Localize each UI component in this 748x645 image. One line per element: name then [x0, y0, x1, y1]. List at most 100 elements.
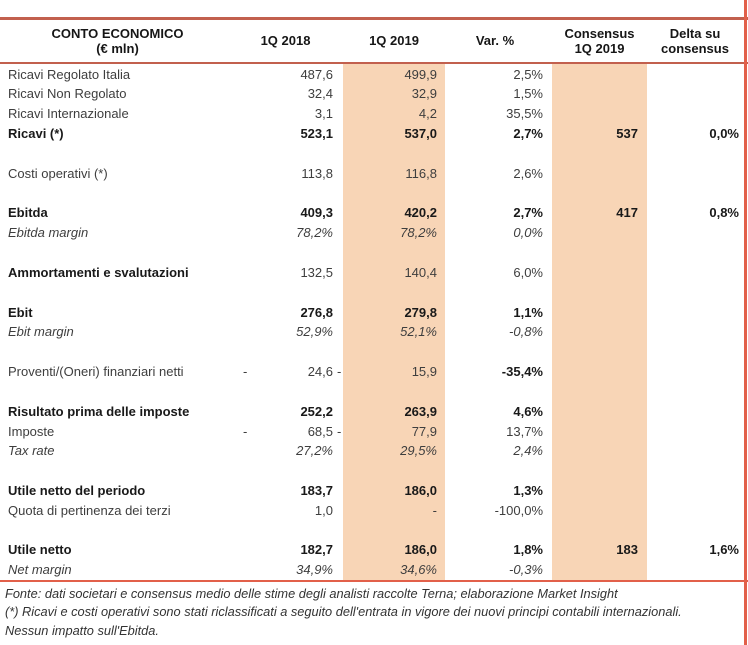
- cell-1q2018: 34,9%: [296, 562, 333, 578]
- cell-delta: 0,0%: [709, 126, 739, 142]
- cell-consensus: [552, 421, 647, 441]
- cell-1q2019: 420,2: [343, 202, 445, 223]
- table-row: [0, 460, 743, 481]
- cell-1q2019: 78,2%: [343, 222, 445, 243]
- cell-consensus: [552, 341, 647, 362]
- cell-label: Ebitda margin: [8, 225, 89, 241]
- cell-consensus: [552, 282, 647, 303]
- cell-consensus: [552, 143, 647, 164]
- cell-label: Utile netto: [8, 542, 72, 558]
- cell-consensus: [552, 163, 647, 184]
- table-row: Tax rate 27,2% 29,5% 2,4%: [0, 440, 743, 461]
- cell-label: Ricavi Non Regolato: [8, 86, 127, 102]
- cell-1q2019: 32,9: [343, 84, 445, 104]
- cell-1q2018: 409,3: [300, 205, 333, 221]
- cell-label: Ebit: [8, 304, 33, 320]
- cell-var: 13,7%: [506, 423, 543, 439]
- cell-var: -0,8%: [509, 324, 543, 340]
- table-row: Ebit margin 52,9% 52,1% -0,8%: [0, 321, 743, 342]
- cell-consensus: 537: [552, 123, 647, 144]
- cell-var: -100,0%: [494, 502, 543, 518]
- table-row: Costi operativi (*) 113,8 116,8 2,6%: [0, 163, 743, 184]
- column-header-delta: Delta su consensus: [661, 25, 729, 56]
- cell-1q2019: [343, 183, 445, 203]
- cell-var: -0,3%: [509, 562, 543, 578]
- table-row: [0, 242, 743, 263]
- table-row: Ricavi (*) 523,1 537,0 2,7% 537 0,0%: [0, 123, 743, 144]
- table-row: Ricavi Non Regolato 32,4 32,9 1,5%: [0, 84, 743, 104]
- cell-1q2019: [343, 282, 445, 303]
- cell-consensus: [552, 262, 647, 283]
- cell-consensus: [552, 302, 647, 322]
- cell-consensus: [552, 480, 647, 501]
- cell-label: Proventi/(Oneri) finanziari netti: [8, 364, 184, 380]
- cell-consensus: [552, 559, 647, 580]
- table-row: Utile netto 182,7 186,0 1,8% 183 1,6%: [0, 540, 743, 560]
- cell-label: Utile netto del periodo: [8, 482, 146, 498]
- cell-1q2019: 116,8: [343, 163, 445, 184]
- table-row: [0, 183, 743, 203]
- table-top-rule: [0, 17, 748, 20]
- cell-var: 1,8%: [513, 542, 543, 558]
- cell-label: Net margin: [8, 562, 72, 578]
- cell-delta: 1,6%: [709, 542, 739, 558]
- cell-1q2019: 140,4: [343, 262, 445, 283]
- column-header-var: Var. %: [475, 33, 515, 48]
- table-row: [0, 143, 743, 164]
- cell-consensus: [552, 103, 647, 124]
- table-row: Ricavi Regolato Italia 487,6 499,9 2,5%: [0, 64, 743, 85]
- cell-var: 1,5%: [513, 86, 543, 102]
- cell-1q2019: [343, 341, 445, 362]
- table-row: Ebit 276,8 279,8 1,1%: [0, 302, 743, 322]
- cell-1q2018: 183,7: [300, 482, 333, 498]
- cell-1q2019: 52,1%: [343, 321, 445, 342]
- cell-1q2018: -68,5: [243, 423, 333, 439]
- header-bottom-rule: [0, 61, 748, 65]
- cell-1q2018: 3,1: [314, 106, 333, 122]
- cell-1q2018: -24,6: [243, 364, 333, 380]
- table-row: [0, 341, 743, 362]
- footnote-reclassification: (*) Ricavi e costi operativi sono stati …: [5, 604, 682, 620]
- cell-var: 2,6%: [513, 165, 543, 181]
- cell-consensus: [552, 401, 647, 422]
- cell-var: 0,0%: [513, 225, 543, 241]
- cell-consensus: [552, 500, 647, 521]
- footnote-source: Fonte: dati societari e consensus medio …: [5, 586, 618, 601]
- cell-1q2018: 487,6: [300, 66, 333, 82]
- cell-1q2018: 52,9%: [296, 324, 333, 340]
- cell-consensus: 417: [552, 202, 647, 223]
- footnote-ebitda-impact: Nessun impatto sull'Ebitda.: [5, 622, 159, 638]
- cell-1q2019: [343, 143, 445, 164]
- cell-label: Ricavi (*): [8, 126, 64, 142]
- table-row: Ebitda 409,3 420,2 2,7% 417 0,8%: [0, 202, 743, 223]
- table-row: Utile netto del periodo 183,7 186,0 1,3%: [0, 480, 743, 501]
- cell-consensus: [552, 183, 647, 203]
- table-row: [0, 520, 743, 541]
- cell-consensus: [552, 84, 647, 104]
- table-title-line2: (€ mln): [96, 40, 139, 56]
- table-title-line1: CONTO ECONOMICO: [51, 25, 184, 41]
- cell-1q2019: 29,5%: [343, 440, 445, 461]
- cell-1q2019: -15,9: [337, 361, 445, 382]
- table-bottom-rule: [0, 579, 748, 583]
- cell-label: Tax rate: [8, 443, 55, 459]
- cell-consensus: [552, 520, 647, 541]
- cell-1q2018: 252,2: [300, 403, 333, 419]
- cell-1q2019: [343, 242, 445, 263]
- cell-consensus: [552, 361, 647, 382]
- table-row: [0, 282, 743, 303]
- cell-delta: 0,8%: [709, 205, 739, 221]
- cell-1q2018: 132,5: [300, 264, 333, 280]
- table-footnotes: Fonte: dati societari e consensus medio …: [5, 585, 740, 640]
- cell-1q2019: 499,9: [343, 64, 445, 85]
- cell-consensus: 183: [552, 540, 647, 560]
- cell-consensus: [552, 222, 647, 243]
- cell-var: -35,4%: [501, 364, 543, 380]
- cell-consensus: [552, 440, 647, 461]
- cell-1q2018: 182,7: [300, 542, 333, 558]
- table-row: Ricavi Internazionale 3,1 4,2 35,5%: [0, 103, 743, 124]
- table-body: Ricavi Regolato Italia 487,6 499,9 2,5% …: [0, 64, 743, 580]
- cell-consensus: [552, 460, 647, 481]
- cell-1q2018: 113,8: [301, 165, 333, 181]
- table-row: Imposte -68,5 -77,9 13,7%: [0, 421, 743, 441]
